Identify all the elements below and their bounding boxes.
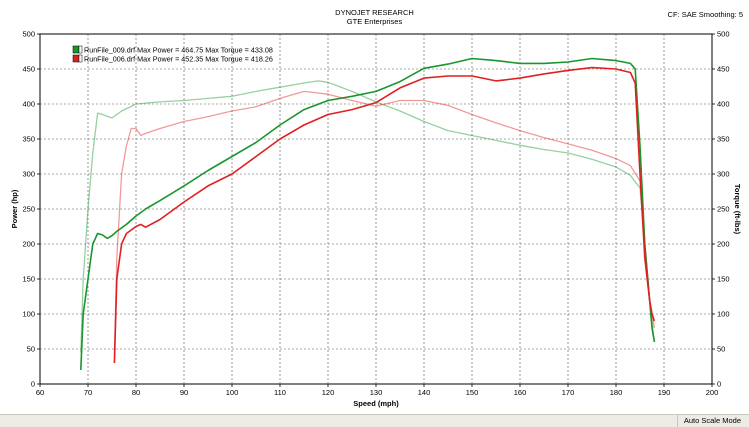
y-tick-label-right: 500 xyxy=(717,30,730,39)
correction-factor-label: CF: SAE Smoothing: 5 xyxy=(667,10,743,19)
chart-subtitle: GTE Enterprises xyxy=(346,17,403,26)
x-tick-label: 130 xyxy=(370,388,383,397)
chart-title: DYNOJET RESEARCH xyxy=(335,8,414,17)
y-tick-label-right: 50 xyxy=(717,345,725,354)
x-axis-label: Speed (mph) xyxy=(353,399,399,408)
x-tick-label: 70 xyxy=(84,388,92,397)
y-tick-label-right: 250 xyxy=(717,205,730,214)
y-tick-label-right: 150 xyxy=(717,275,730,284)
y-tick-label-right: 400 xyxy=(717,100,730,109)
y-tick-label-right: 100 xyxy=(717,310,730,319)
legend-swatch xyxy=(72,45,80,54)
y-tick-label-left: 0 xyxy=(31,380,35,389)
x-tick-label: 150 xyxy=(466,388,479,397)
x-tick-label: 80 xyxy=(132,388,140,397)
power-curve-runfile-006-drf xyxy=(113,66,656,364)
x-tick-label: 90 xyxy=(180,388,188,397)
x-tick-label: 200 xyxy=(706,388,719,397)
x-tick-label: 160 xyxy=(514,388,527,397)
x-tick-label: 170 xyxy=(562,388,575,397)
y-tick-label-left: 150 xyxy=(22,275,35,284)
y-tick-label-left: 250 xyxy=(22,205,35,214)
power-curve-runfile-009-drf xyxy=(80,57,656,371)
x-tick-label: 190 xyxy=(658,388,671,397)
y-tick-label-right: 350 xyxy=(717,135,730,144)
x-tick-label: 140 xyxy=(418,388,431,397)
status-bar: Auto Scale Mode xyxy=(0,414,749,427)
y-tick-label-right: 450 xyxy=(717,65,730,74)
y-tick-label-left: 300 xyxy=(22,170,35,179)
legend-entry: RunFile_006.drf Max Power = 452.35 Max T… xyxy=(84,55,273,64)
y-tick-label-right: 200 xyxy=(717,240,730,249)
y-tick-label-left: 450 xyxy=(22,65,35,74)
y-tick-label-right: 0 xyxy=(717,380,721,389)
x-tick-label: 60 xyxy=(36,388,44,397)
y-tick-label-left: 100 xyxy=(22,310,35,319)
tick-labels: 60 70 80 90 100 110 120 130 140 150 160 170 180 190 20… xyxy=(10,30,742,409)
y-axis-label-right: Torque (ft-lbs) xyxy=(733,184,742,235)
x-tick-label: 100 xyxy=(226,388,239,397)
torque-curve-runfile-009-drf xyxy=(80,80,656,353)
x-tick-label: 120 xyxy=(322,388,335,397)
legend: RunFile_009.drf Max Power = 464.75 Max T… xyxy=(72,45,273,64)
legend-entry: RunFile_009.drf Max Power = 464.75 Max T… xyxy=(84,46,273,55)
dyno-chart: 60 70 80 90 100 110 120 130 140 150 160 170 180 190 20… xyxy=(10,30,742,409)
legend-swatch xyxy=(72,54,80,63)
y-tick-label-left: 350 xyxy=(22,135,35,144)
grid xyxy=(37,33,715,387)
torque-curve-runfile-006-drf xyxy=(113,90,656,357)
chart-header: DYNOJET RESEARCH GTE Enterprises xyxy=(0,8,749,26)
y-tick-label-left: 200 xyxy=(22,240,35,249)
y-tick-label-left: 500 xyxy=(22,30,35,39)
y-axis-label-left: Power (hp) xyxy=(10,189,19,228)
series-group xyxy=(80,57,656,371)
legend-swatch-half xyxy=(78,54,83,63)
x-tick-label: 110 xyxy=(274,388,286,397)
auto-scale-mode-indicator[interactable]: Auto Scale Mode xyxy=(676,415,741,427)
x-tick-label: 180 xyxy=(610,388,623,397)
y-tick-label-left: 50 xyxy=(27,345,35,354)
y-tick-label-right: 300 xyxy=(717,170,730,179)
y-tick-label-left: 400 xyxy=(22,100,35,109)
legend-swatch-half xyxy=(78,45,83,54)
